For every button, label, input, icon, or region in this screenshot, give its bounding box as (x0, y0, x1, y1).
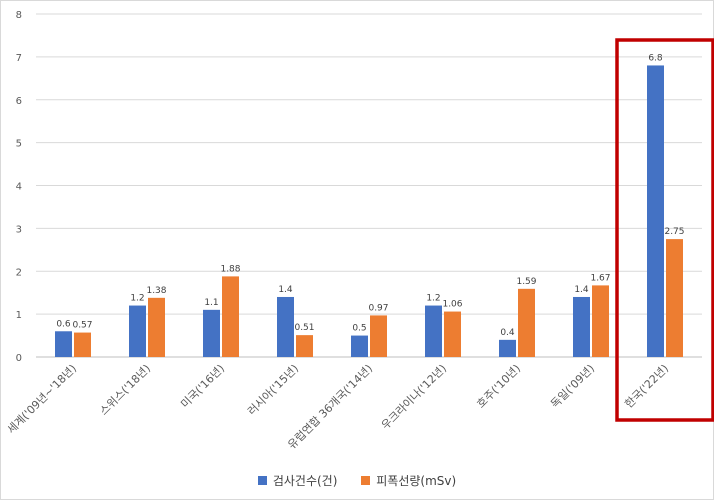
bar (647, 65, 664, 357)
bar (296, 335, 313, 357)
data-label: 1.2 (426, 294, 440, 304)
bar (129, 305, 146, 357)
x-tick-label: 세계('09년~'18년) (5, 362, 79, 436)
bar (55, 331, 72, 357)
y-tick-label: 4 (16, 182, 22, 193)
x-tick-label: 미국('16년) (178, 362, 227, 411)
data-label: 0.57 (72, 321, 92, 331)
data-label: 1.4 (278, 285, 293, 295)
bar (444, 311, 461, 357)
y-tick-label: 3 (16, 224, 22, 235)
data-label: 1.38 (146, 286, 166, 296)
legend-item-dose: 피폭선량(mSv) (361, 472, 456, 489)
chart-legend: 검사건수(건) 피폭선량(mSv) (0, 472, 714, 489)
y-tick-label: 5 (16, 139, 22, 150)
legend-swatch-dose (361, 476, 371, 485)
bar (351, 335, 368, 357)
x-tick-label: 스위스('18년) (97, 362, 153, 418)
data-label: 1.2 (130, 294, 144, 304)
bar (74, 332, 91, 357)
bar (425, 305, 442, 357)
bar (573, 296, 590, 357)
y-tick-label: 7 (16, 53, 22, 64)
y-tick-label: 8 (16, 10, 22, 21)
bar (370, 315, 387, 357)
data-label: 1.4 (574, 285, 589, 295)
data-label: 2.75 (664, 227, 684, 237)
data-label: 0.5 (352, 324, 366, 334)
bar (203, 309, 220, 357)
data-label: 0.6 (56, 319, 71, 329)
legend-label-dose: 피폭선량(mSv) (376, 474, 457, 488)
highlight-box (615, 38, 714, 422)
y-tick-label: 2 (16, 267, 22, 278)
bar (277, 296, 294, 357)
bar (666, 239, 683, 357)
data-label: 1.1 (204, 298, 218, 308)
data-label: 1.67 (590, 273, 610, 283)
y-tick-label: 1 (16, 310, 22, 321)
data-label: 0.51 (294, 323, 314, 333)
x-tick-label: 우크라이나('12년) (379, 362, 449, 432)
x-tick-label: 러시아('15년) (245, 362, 301, 418)
legend-item-count: 검사건수(건) (257, 472, 338, 489)
data-label: 1.06 (442, 300, 462, 310)
bar (592, 285, 609, 357)
legend-swatch-count (257, 476, 267, 485)
y-tick-label: 6 (16, 96, 22, 107)
data-label: 6.8 (648, 53, 663, 63)
bar (148, 297, 165, 357)
legend-label-count: 검사건수(건) (272, 474, 338, 488)
x-tick-label: 독일('09년) (548, 361, 597, 410)
data-label: 1.59 (516, 277, 536, 287)
data-label: 1.88 (220, 264, 240, 274)
y-tick-label: 0 (16, 353, 22, 364)
bar (518, 288, 535, 357)
data-label: 0.97 (368, 303, 388, 313)
x-tick-label: 호주('10년) (474, 362, 523, 411)
data-label: 0.4 (500, 328, 515, 338)
bar (499, 339, 516, 357)
x-tick-label: 한국('22년) (622, 362, 671, 411)
x-tick-label: 유럽연합 36개국('14년) (285, 361, 375, 451)
bar (222, 276, 239, 357)
